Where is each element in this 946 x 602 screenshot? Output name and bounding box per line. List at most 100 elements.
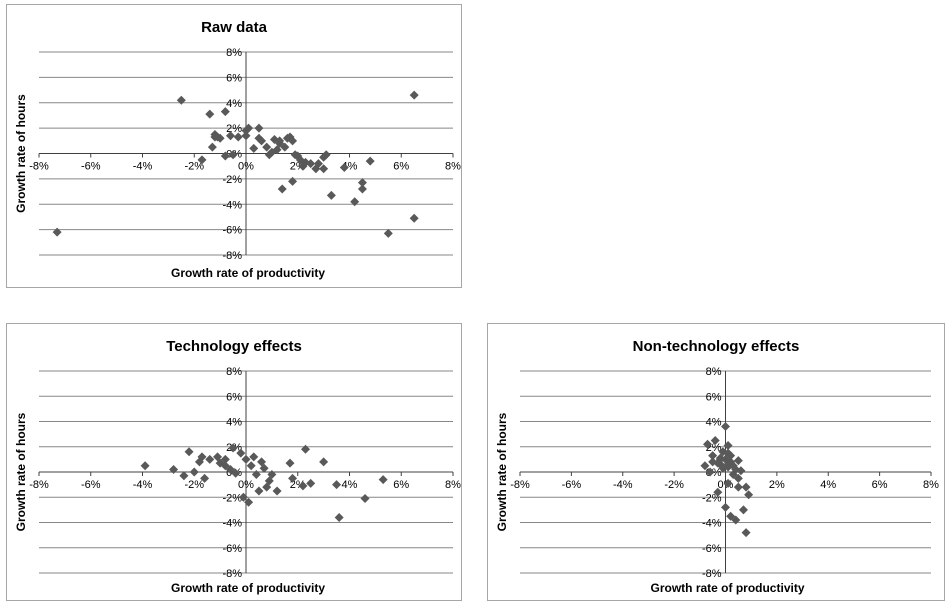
data-point bbox=[721, 502, 730, 512]
data-point bbox=[241, 131, 251, 141]
data-point bbox=[726, 451, 736, 461]
data-point bbox=[713, 487, 723, 497]
data-point bbox=[220, 151, 230, 161]
y-axis-label: Growth rate of hours bbox=[14, 412, 28, 531]
chart-raw-data: 8%6%4%2%0%-2%-4%-6%-8%-8%-6%-4%-2%0%2%4%… bbox=[6, 4, 462, 288]
x-tick-label: 2% bbox=[769, 479, 785, 491]
x-tick-label: 4% bbox=[820, 479, 836, 491]
data-point bbox=[703, 439, 713, 449]
data-point bbox=[257, 136, 267, 146]
data-point bbox=[184, 447, 194, 457]
data-point bbox=[225, 131, 235, 141]
data-point bbox=[744, 490, 754, 500]
data-point bbox=[409, 90, 419, 100]
data-point bbox=[205, 454, 215, 464]
x-axis-label: Growth rate of productivity bbox=[650, 581, 804, 595]
y-tick-label: -6% bbox=[222, 543, 242, 555]
data-point bbox=[360, 494, 370, 504]
data-point bbox=[215, 133, 225, 143]
data-point bbox=[244, 123, 254, 133]
y-tick-label: -6% bbox=[702, 543, 722, 555]
x-tick-label: -6% bbox=[562, 479, 582, 491]
data-point bbox=[176, 95, 186, 105]
data-point bbox=[233, 132, 243, 142]
x-tick-label: -2% bbox=[664, 479, 684, 491]
data-point bbox=[197, 155, 207, 165]
data-point bbox=[249, 452, 259, 462]
x-tick-label: -8% bbox=[29, 161, 49, 173]
data-point bbox=[718, 463, 728, 473]
data-point bbox=[726, 511, 736, 521]
data-point bbox=[228, 443, 238, 453]
y-tick-label: -2% bbox=[222, 174, 242, 186]
data-point bbox=[52, 227, 62, 237]
data-point bbox=[321, 150, 331, 160]
y-tick-label: 6% bbox=[706, 391, 722, 403]
data-point bbox=[236, 448, 246, 458]
data-point bbox=[334, 512, 344, 522]
data-point bbox=[262, 142, 272, 152]
y-tick-label: -8% bbox=[702, 568, 722, 580]
data-point bbox=[332, 480, 342, 490]
x-tick-label: 0% bbox=[238, 161, 254, 173]
chart-title: Raw data bbox=[201, 19, 268, 36]
y-tick-label: -4% bbox=[222, 518, 242, 530]
x-tick-label: 8% bbox=[923, 479, 939, 491]
x-tick-label: 6% bbox=[872, 479, 888, 491]
y-tick-label: 6% bbox=[226, 391, 242, 403]
x-tick-label: 0% bbox=[238, 479, 254, 491]
data-point bbox=[288, 473, 298, 483]
data-point bbox=[246, 461, 256, 471]
data-point bbox=[207, 142, 217, 152]
y-tick-label: 4% bbox=[706, 417, 722, 429]
data-point bbox=[723, 440, 733, 450]
data-point bbox=[409, 213, 419, 223]
data-point bbox=[733, 456, 743, 466]
data-point bbox=[267, 470, 277, 480]
data-point bbox=[700, 461, 710, 471]
data-point bbox=[326, 190, 336, 200]
data-point bbox=[288, 176, 298, 186]
data-point bbox=[280, 142, 290, 152]
data-point bbox=[251, 470, 261, 480]
y-tick-label: 8% bbox=[706, 366, 722, 378]
data-point bbox=[741, 528, 751, 538]
x-tick-label: 6% bbox=[393, 479, 409, 491]
data-point bbox=[733, 482, 743, 492]
data-point bbox=[738, 505, 748, 515]
data-point bbox=[238, 492, 248, 502]
data-point bbox=[705, 467, 715, 477]
data-point bbox=[189, 467, 199, 477]
y-axis-label: Growth rate of hours bbox=[14, 94, 28, 213]
data-point bbox=[357, 178, 367, 188]
data-point bbox=[254, 486, 264, 496]
data-point bbox=[319, 164, 329, 174]
data-point bbox=[715, 454, 725, 464]
chart-title: Technology effects bbox=[166, 338, 302, 355]
data-point bbox=[197, 452, 207, 462]
data-point bbox=[306, 478, 316, 488]
data-point bbox=[205, 109, 215, 119]
data-point bbox=[708, 451, 718, 461]
data-point bbox=[350, 197, 360, 207]
data-point bbox=[231, 468, 241, 478]
data-point bbox=[733, 473, 743, 483]
y-tick-label: -4% bbox=[222, 199, 242, 211]
x-tick-label: 8% bbox=[445, 161, 461, 173]
chart-technology-effects: 8%6%4%2%0%-2%-4%-6%-8%-8%-6%-4%-2%0%2%4%… bbox=[6, 323, 462, 601]
data-point bbox=[244, 497, 254, 507]
scatter-plot-svg: 8%6%4%2%0%-2%-4%-6%-8%-8%-6%-4%-2%0%2%4%… bbox=[14, 19, 461, 280]
data-point bbox=[285, 458, 295, 468]
y-tick-label: -8% bbox=[222, 250, 242, 262]
y-axis-label: Growth rate of hours bbox=[495, 412, 509, 531]
x-tick-label: -8% bbox=[29, 479, 49, 491]
scatter-plot-svg: 8%6%4%2%0%-2%-4%-6%-8%-8%-6%-4%-2%0%2%4%… bbox=[495, 338, 939, 595]
data-point bbox=[723, 478, 733, 488]
y-tick-label: 8% bbox=[226, 366, 242, 378]
data-point bbox=[275, 136, 285, 146]
x-tick-label: -4% bbox=[613, 479, 633, 491]
y-tick-label: 4% bbox=[226, 98, 242, 110]
y-tick-label: 4% bbox=[226, 417, 242, 429]
y-tick-label: -4% bbox=[702, 518, 722, 530]
y-tick-label: 8% bbox=[226, 47, 242, 59]
